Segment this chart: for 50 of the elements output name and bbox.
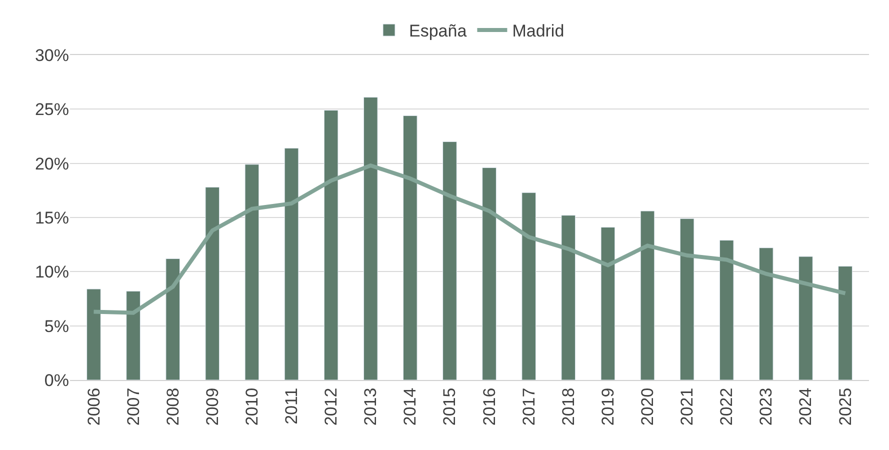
bar (758, 248, 774, 380)
bar (561, 215, 576, 380)
x-tick-label: 2016 (480, 388, 499, 426)
x-tick-label: 2022 (717, 388, 736, 426)
bar (205, 186, 220, 380)
bar (86, 288, 101, 380)
bar (838, 266, 852, 380)
x-tick-label: 2014 (400, 388, 420, 426)
x-tick-label: 2011 (282, 388, 302, 424)
x-tick-label: 2019 (598, 388, 618, 426)
y-tick-label: 30% (34, 46, 69, 65)
bar (798, 256, 813, 380)
bar (284, 148, 299, 380)
y-tick-label: 0% (44, 370, 69, 390)
bar (166, 258, 180, 380)
x-tick-label: 2009 (202, 388, 222, 426)
x-tick-label: 2010 (242, 388, 262, 426)
x-tick-label: 2018 (558, 388, 578, 426)
y-tick-label: 10% (34, 262, 69, 282)
bar (719, 240, 734, 380)
x-tick-label: 2025 (836, 388, 855, 426)
line-series (92, 164, 848, 315)
bar (403, 115, 418, 380)
x-tick-label: 2021 (678, 388, 697, 426)
x-tick-label: 2012 (322, 388, 341, 426)
x-tick-label: 2017 (519, 388, 538, 426)
bar (126, 290, 140, 380)
bar (482, 167, 496, 380)
legend-label: España (409, 22, 468, 41)
x-tick-label: 2020 (638, 388, 658, 426)
x-tick-label: 2007 (124, 388, 143, 426)
y-tick-label: 15% (34, 208, 69, 228)
bar (640, 210, 655, 380)
bar (522, 192, 536, 380)
y-tick-label: 20% (34, 154, 69, 174)
bar (363, 97, 378, 380)
x-tick-label: 2013 (361, 388, 380, 426)
legend-label: Madrid (512, 22, 564, 41)
x-tick-label: 2015 (440, 388, 460, 426)
bar (244, 164, 260, 380)
bar (324, 110, 338, 380)
x-tick-label: 2008 (163, 388, 182, 426)
y-tick-label: 25% (34, 100, 69, 120)
bar (680, 218, 694, 380)
x-tick-label: 2023 (756, 388, 776, 426)
y-tick-label: 5% (44, 316, 69, 336)
bar (442, 141, 457, 380)
x-tick-label: 2024 (796, 388, 816, 426)
x-tick-label: 2006 (84, 388, 104, 426)
bar (600, 227, 616, 380)
